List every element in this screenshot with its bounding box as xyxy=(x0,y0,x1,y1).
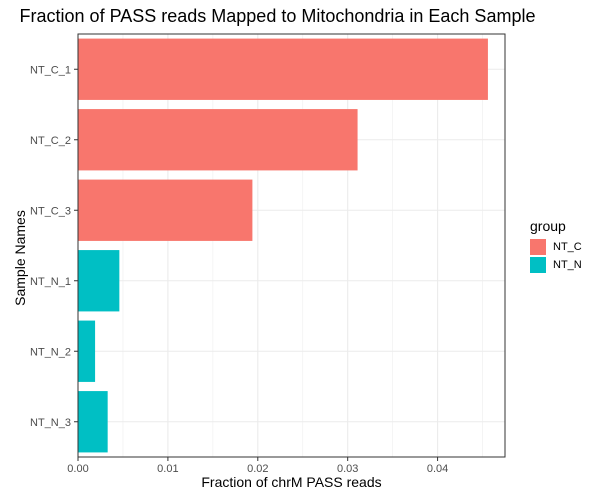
bar-nt-n-3 xyxy=(78,391,108,453)
y-tick-label: NT_N_2 xyxy=(30,346,71,358)
bar-nt-n-1 xyxy=(78,250,120,312)
y-axis-label: Sample Names xyxy=(12,210,28,306)
y-tick-label: NT_C_3 xyxy=(30,205,71,217)
panel-border xyxy=(77,33,506,458)
x-tick-label: 0.03 xyxy=(337,463,358,475)
legend-item-nt-c: NT_C xyxy=(530,239,582,255)
y-tick-label: NT_N_3 xyxy=(30,417,71,429)
x-axis-label: Fraction of chrM PASS reads xyxy=(201,474,382,490)
bar-nt-c-2 xyxy=(78,109,358,171)
legend-item-nt-n: NT_N xyxy=(530,257,582,273)
legend-swatch-nt-n xyxy=(530,257,546,273)
legend-label-nt-n: NT_N xyxy=(553,259,582,271)
x-tick-label: 0.01 xyxy=(157,463,178,475)
legend-title: group xyxy=(530,218,566,234)
bar-nt-c-1 xyxy=(78,38,488,100)
bar-nt-c-3 xyxy=(78,179,253,241)
bar-nt-n-2 xyxy=(78,320,96,382)
x-tick-label: 0.00 xyxy=(67,463,88,475)
panel-background xyxy=(78,34,505,457)
y-tick-label: NT_N_1 xyxy=(30,276,71,288)
chart-title: Fraction of PASS reads Mapped to Mitocho… xyxy=(19,6,536,26)
y-tick-label: NT_C_1 xyxy=(30,64,71,76)
legend-swatch-nt-c xyxy=(530,239,546,255)
y-tick-label: NT_C_2 xyxy=(30,135,71,147)
x-tick-label: 0.04 xyxy=(427,463,448,475)
x-tick-label: 0.02 xyxy=(247,463,268,475)
legend-label-nt-c: NT_C xyxy=(553,241,582,253)
